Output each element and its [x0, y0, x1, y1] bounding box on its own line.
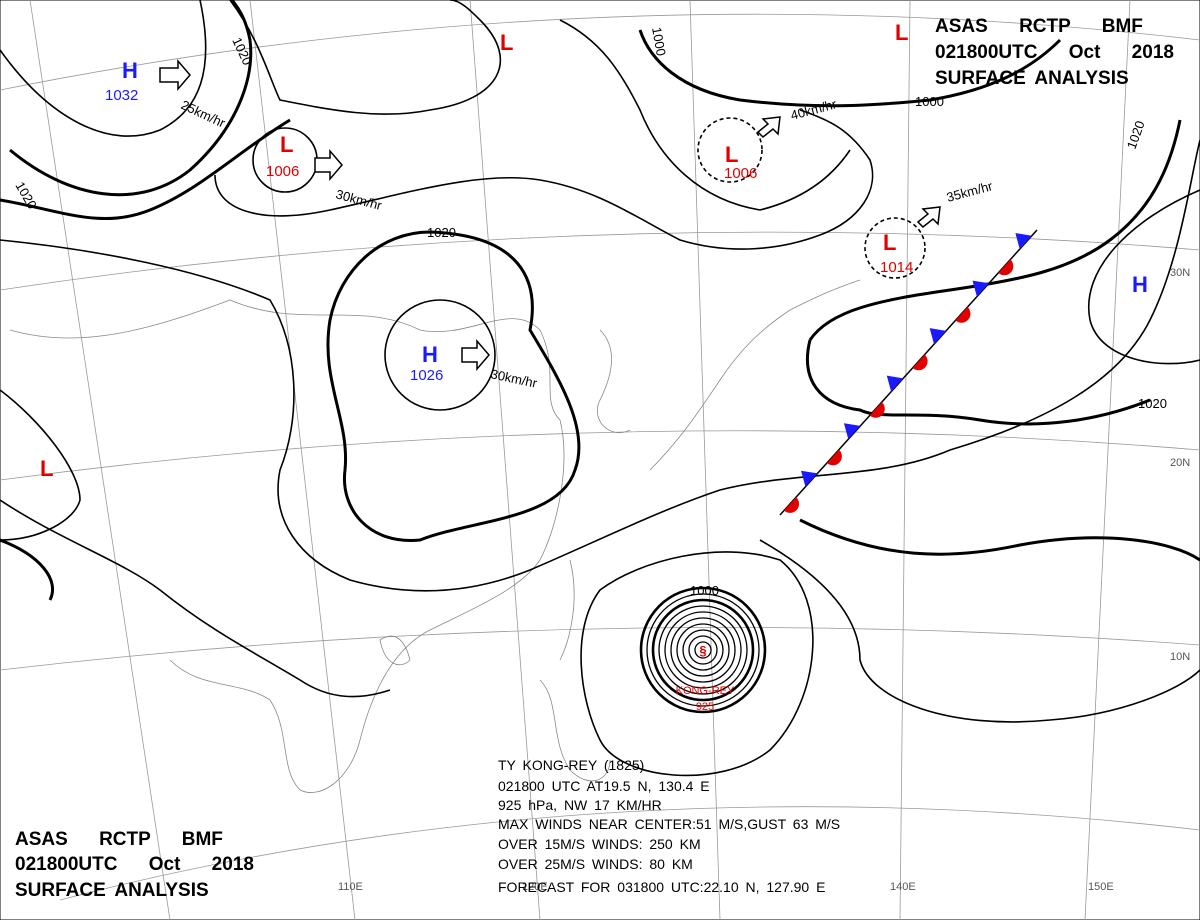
isobars: [0, 0, 1200, 777]
cold-front-symbol: [886, 375, 904, 392]
header-line: SURFACE ANALYSIS: [15, 880, 209, 901]
typhoon-info-line: OVER 25M/S WINDS: 80 KM: [498, 856, 693, 872]
typhoon-ring: [694, 641, 712, 659]
high-center: H: [422, 342, 438, 367]
isobar-label: 1020: [427, 225, 456, 240]
low-center: L: [725, 142, 738, 167]
warm-front-symbol: [998, 259, 1014, 276]
typhoon-ring: [670, 617, 736, 683]
center-pressure: 1032: [105, 87, 138, 104]
typhoon-pressure: 925: [696, 701, 714, 713]
latitude-label: 10N: [1170, 651, 1190, 663]
low-center: L: [883, 230, 896, 255]
typhoon-ring: [688, 635, 718, 665]
latitude-label: 30N: [1170, 267, 1190, 279]
typhoon-ring: [651, 598, 755, 702]
warm-front-symbol: [912, 354, 928, 371]
isobar-label: 1000: [915, 94, 944, 109]
typhoon-info-line: TY KONG-REY (1825): [498, 757, 644, 773]
center-pressure: 1006: [724, 165, 757, 182]
typhoon-ring: [658, 605, 748, 695]
isobar-label: 1020: [1138, 396, 1167, 411]
low-center: L: [500, 30, 513, 55]
header-line: ASAS RCTP BMF: [935, 16, 1143, 37]
typhoon-info: TY KONG-REY (1825) 021800 UTC AT19.5 N, 1…: [498, 757, 840, 895]
low-center: L: [895, 20, 908, 45]
cold-front-symbol: [843, 423, 861, 440]
typhoon-info-line: FORECAST FOR 031800 UTC:22.10 N, 127.90 …: [498, 879, 825, 895]
header-line: 021800UTC Oct 2018: [15, 854, 254, 875]
center-pressure: 1006: [266, 163, 299, 180]
isobar-label: 1000: [649, 26, 669, 57]
motion-arrows: [159, 58, 941, 372]
typhoon-info-line: 021800 UTC AT19.5 N, 130.4 E: [498, 778, 710, 794]
center-pressure: 1014: [880, 259, 913, 276]
typhoon-rings: [639, 586, 767, 714]
typhoon-info-line: OVER 15M/S WINDS: 250 KM: [498, 836, 701, 852]
warm-front-symbol: [784, 497, 800, 513]
typhoon-symbol: §: [699, 643, 706, 658]
longitude-label: 120E: [522, 881, 548, 893]
longitude-label: 140E: [890, 881, 916, 893]
cold-front-symbol: [801, 470, 818, 487]
isobar-label: 1000: [690, 583, 719, 598]
typhoon-ring: [676, 623, 730, 677]
typhoon-ring: [639, 586, 767, 714]
typhoon-info-line: 925 hPa, NW 17 KM/HR: [498, 797, 662, 813]
typhoon-ring: [646, 593, 760, 707]
typhoon-name: KONG-REY: [676, 685, 735, 697]
low-center: L: [40, 456, 53, 481]
warm-front-symbol: [826, 449, 842, 466]
typhoon-ring: [664, 611, 742, 689]
cold-front-symbol: [972, 280, 989, 297]
stationary-front: [779, 229, 1038, 516]
high-center: H: [1132, 272, 1148, 297]
high-center: H: [122, 58, 138, 83]
longitude-label: 150E: [1088, 881, 1114, 893]
typhoon-info-line: MAX WINDS NEAR CENTER:51 M/S,GUST 63 M/S: [498, 816, 840, 832]
cold-front-symbol: [1015, 233, 1032, 250]
header-line: ASAS RCTP BMF: [15, 829, 223, 850]
header-line: SURFACE ANALYSIS: [935, 68, 1129, 89]
cold-front-symbol: [929, 328, 947, 345]
typhoon-ring: [682, 629, 724, 671]
header-line: 021800UTC Oct 2018: [935, 42, 1174, 63]
warm-front-symbol: [955, 307, 971, 323]
longitude-label: 110E: [338, 881, 363, 893]
coastlines: [9, 279, 861, 793]
warm-front-symbol: [869, 402, 885, 418]
low-center: L: [280, 132, 293, 157]
center-pressure: 1026: [410, 367, 443, 384]
latitude-label: 20N: [1170, 457, 1190, 469]
